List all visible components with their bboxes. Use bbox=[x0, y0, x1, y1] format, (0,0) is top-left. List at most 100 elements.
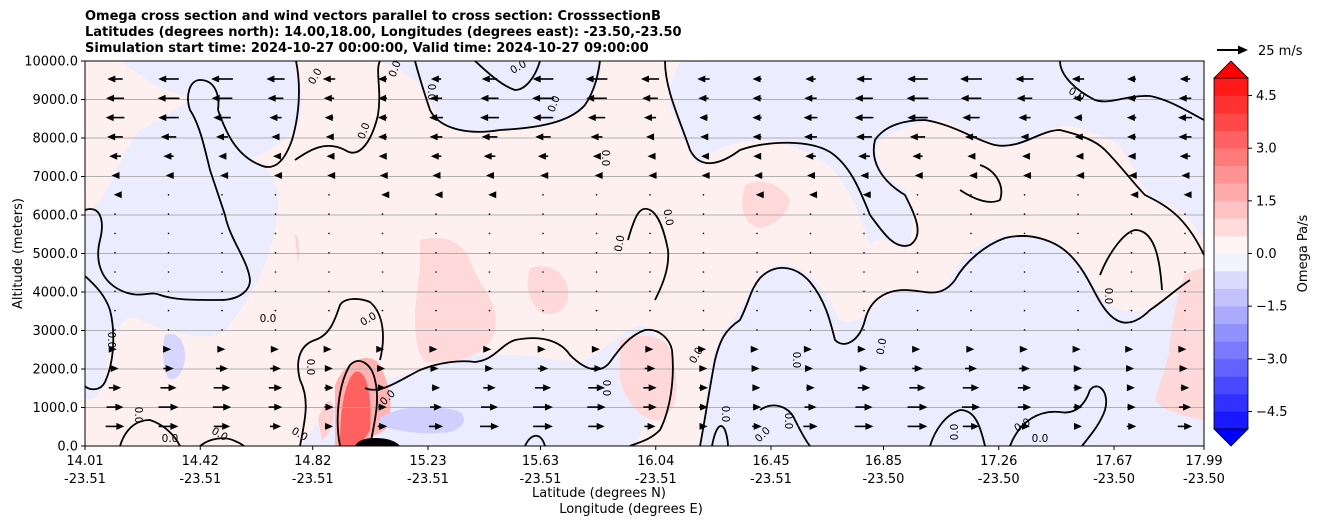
wind-vector bbox=[1019, 365, 1030, 372]
wind-vector bbox=[1023, 194, 1026, 196]
wind-vector bbox=[217, 345, 226, 353]
contour-label: 0.0 bbox=[790, 352, 802, 369]
wind-vector bbox=[381, 251, 384, 254]
wind-vector bbox=[435, 271, 437, 273]
wind-vector bbox=[1177, 422, 1193, 430]
wind-vector bbox=[114, 251, 116, 254]
contour-line bbox=[297, 298, 384, 446]
contour-label: 0.0 bbox=[782, 413, 794, 430]
contour-line bbox=[699, 235, 1191, 446]
wind-vector bbox=[645, 345, 654, 353]
wind-vector bbox=[857, 345, 866, 353]
wind-vector bbox=[160, 133, 177, 141]
y-tick-label: 7000.0 bbox=[33, 170, 79, 185]
colorbar-band bbox=[1214, 218, 1248, 237]
wind-vector bbox=[590, 133, 603, 141]
colorbar-band bbox=[1214, 271, 1248, 289]
wind-vector bbox=[912, 345, 921, 353]
wind-vector bbox=[752, 114, 762, 122]
x-tick-label-lat: 17.99 bbox=[1185, 454, 1222, 469]
contour-label: 0.0 bbox=[304, 359, 316, 376]
wind-vector bbox=[1075, 152, 1084, 160]
wind-vector bbox=[809, 191, 818, 199]
wind-vector bbox=[218, 152, 227, 160]
wind-vector bbox=[108, 384, 122, 392]
wind-vector bbox=[1127, 152, 1136, 160]
contour-line bbox=[336, 360, 378, 446]
wind-vector bbox=[211, 94, 233, 102]
wind-vector bbox=[105, 114, 125, 122]
wind-vector bbox=[592, 152, 601, 160]
wind-vector bbox=[488, 232, 491, 235]
wind-vector bbox=[377, 114, 388, 122]
negative-omega-region bbox=[120, 61, 303, 160]
wind-vector bbox=[1017, 403, 1032, 411]
wind-vector bbox=[699, 114, 708, 122]
wind-vector bbox=[803, 345, 812, 353]
y-tick-label: 4000.0 bbox=[33, 286, 79, 301]
wind-vector bbox=[909, 133, 926, 141]
wind-vector bbox=[213, 114, 231, 122]
contour-line bbox=[664, 61, 1204, 256]
wind-vector bbox=[906, 94, 929, 102]
colorbar-tick-label: 1.5 bbox=[1256, 194, 1277, 209]
wind-vector bbox=[754, 172, 763, 179]
colorbar-band bbox=[1214, 235, 1248, 254]
wind-vector bbox=[916, 213, 919, 215]
wind-vector bbox=[268, 384, 283, 392]
wind-vector bbox=[649, 194, 651, 196]
wind-vector bbox=[1184, 309, 1186, 312]
wind-vector bbox=[1126, 114, 1137, 122]
wind-vector bbox=[595, 329, 598, 331]
colorbar-band bbox=[1214, 411, 1248, 430]
wind-vector bbox=[542, 194, 544, 196]
wind-vector bbox=[1015, 75, 1034, 83]
colorbar-tick-label: 0.0 bbox=[1256, 247, 1277, 262]
wind-vector bbox=[435, 309, 437, 312]
wind-vector bbox=[378, 94, 387, 102]
wind-vector bbox=[435, 251, 437, 254]
wind-vector bbox=[1073, 422, 1083, 430]
wind-vector bbox=[1023, 232, 1026, 235]
contour-label: 0.0 bbox=[949, 424, 961, 441]
wind-vector bbox=[381, 232, 384, 235]
wind-vector bbox=[1077, 329, 1079, 331]
wind-vector bbox=[803, 114, 818, 122]
wind-vector bbox=[1126, 422, 1137, 430]
zero-contour-lines bbox=[85, 61, 1204, 446]
wind-vector bbox=[1130, 232, 1133, 235]
colorbar: 4.5 3.0 1.5 0.0 −1.5 −3.0 −4.5 Omega Pa/s bbox=[1213, 60, 1311, 447]
colorbar-band bbox=[1214, 95, 1248, 114]
wind-vector bbox=[857, 384, 871, 392]
wind-vector bbox=[752, 384, 761, 392]
wind-vector bbox=[702, 329, 705, 331]
wind-vector bbox=[698, 94, 709, 102]
wind-vector bbox=[274, 309, 277, 312]
wind-vector bbox=[595, 194, 598, 196]
wind-vector bbox=[756, 232, 758, 235]
colorbar-band bbox=[1214, 341, 1248, 360]
wind-vector bbox=[1023, 172, 1032, 179]
wind-vector bbox=[1077, 251, 1079, 254]
wind-vector bbox=[537, 345, 546, 353]
wind-vector bbox=[274, 172, 283, 179]
wind-vector bbox=[907, 75, 928, 83]
contour-line bbox=[294, 61, 381, 161]
wind-vector bbox=[273, 152, 282, 160]
wind-vector bbox=[970, 329, 972, 331]
wind-vector bbox=[856, 75, 872, 83]
wind-vector bbox=[1023, 213, 1026, 215]
wind-vector bbox=[221, 194, 223, 196]
positive-omega-region bbox=[318, 400, 334, 440]
contour-line bbox=[1009, 385, 1108, 446]
wind-vector bbox=[111, 172, 120, 179]
wind-vector bbox=[805, 75, 816, 83]
wind-vector bbox=[702, 271, 705, 273]
wind-vector bbox=[702, 251, 705, 254]
wind-vector bbox=[269, 114, 282, 122]
colorbar-band bbox=[1214, 200, 1248, 219]
wind-vector bbox=[587, 114, 606, 122]
contour-label: 0.0 bbox=[260, 313, 277, 325]
wind-vector bbox=[107, 133, 123, 141]
wind-vector bbox=[856, 133, 872, 141]
